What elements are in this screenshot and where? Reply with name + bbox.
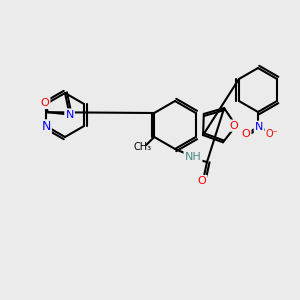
Text: N: N bbox=[65, 110, 74, 119]
Text: O: O bbox=[242, 129, 250, 139]
Text: CH₃: CH₃ bbox=[133, 142, 151, 152]
Text: O: O bbox=[198, 176, 206, 186]
Text: NH: NH bbox=[184, 152, 201, 162]
Text: O: O bbox=[230, 121, 238, 130]
Text: N: N bbox=[41, 121, 51, 134]
Text: O⁻: O⁻ bbox=[266, 129, 278, 139]
Text: O: O bbox=[40, 98, 49, 108]
Text: N: N bbox=[255, 122, 263, 132]
